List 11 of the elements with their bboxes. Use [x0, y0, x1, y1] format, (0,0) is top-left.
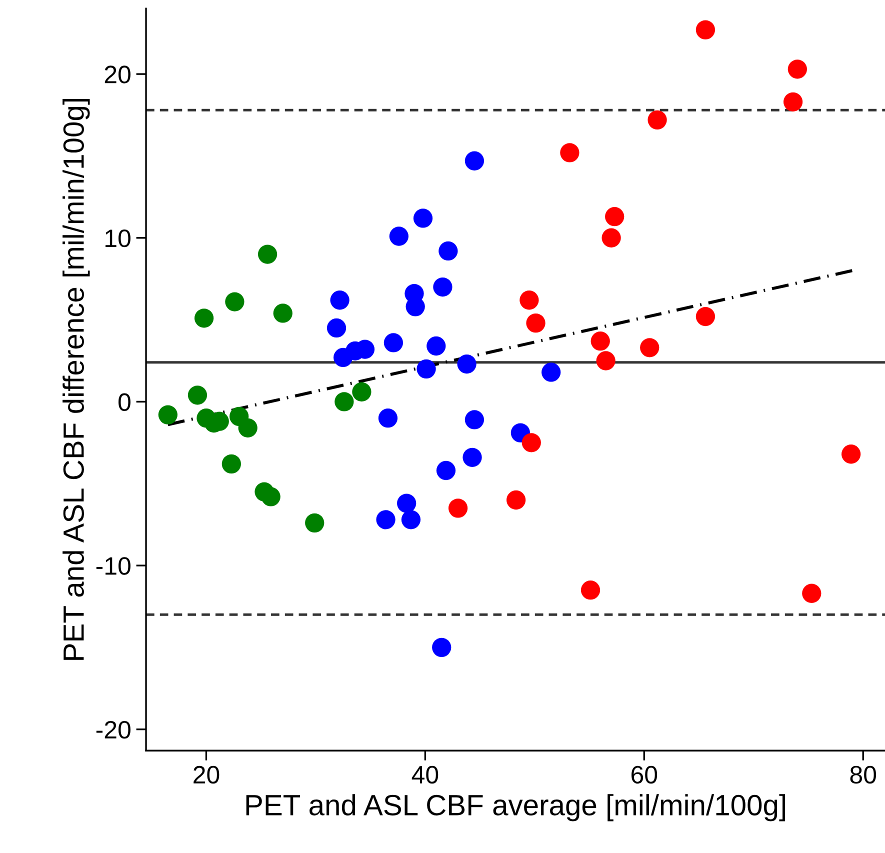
x-tick-label: 80 [850, 766, 876, 784]
y-axis-title: PET and ASL CBF difference [mil/min/100g] [62, 99, 90, 660]
x-tick-label: 20 [194, 766, 220, 784]
y-tick-label: 0 [118, 393, 130, 412]
x-axis-title: PET and ASL CBF average [mil/min/100g] [246, 794, 786, 822]
x-tick-label: 40 [412, 766, 438, 784]
y-tick-label: -20 [96, 720, 130, 739]
y-tick-label: -10 [96, 557, 130, 575]
y-tick-label: 20 [104, 66, 130, 84]
x-tick-label: 60 [632, 766, 658, 784]
y-tick-label: 10 [106, 229, 130, 248]
